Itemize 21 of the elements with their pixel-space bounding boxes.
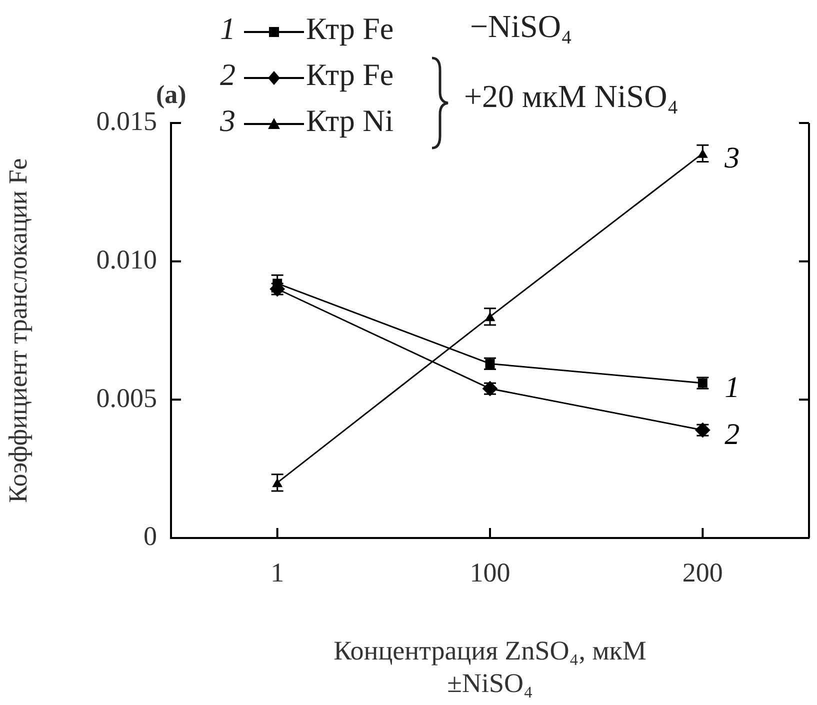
y-tick-label: 0.005: [96, 382, 157, 413]
text: 3: [220, 103, 236, 138]
legend-label: Ктр Fe: [306, 11, 394, 46]
text: 2: [220, 57, 236, 92]
text: −NiSO₄: [470, 8, 572, 45]
annotation: 2: [724, 418, 740, 451]
text: +20 мкМ NiSO₄: [464, 78, 678, 115]
x-tick-label: 200: [682, 557, 723, 588]
category-label: 1: [220, 11, 236, 46]
y-axis-title: Коэффициент транслокации Fe: [3, 158, 32, 503]
y-tick-label: 0: [144, 521, 157, 552]
x-axis-title: Концентрация ZnSO₄, мкМ ±NiSO₄: [334, 635, 646, 698]
y-tick-label: 0.010: [96, 244, 157, 274]
annotation: 3: [724, 141, 740, 174]
legend-label: Ктр Fe: [306, 57, 394, 92]
x-tick-label: 1: [270, 557, 284, 588]
x-tick-label: 100: [470, 557, 510, 588]
annotation: 1: [724, 370, 740, 404]
legend-label: Ктр Ni: [306, 103, 394, 138]
chart-title: (a): [156, 80, 186, 110]
y-tick-label: 0.015: [96, 106, 157, 136]
